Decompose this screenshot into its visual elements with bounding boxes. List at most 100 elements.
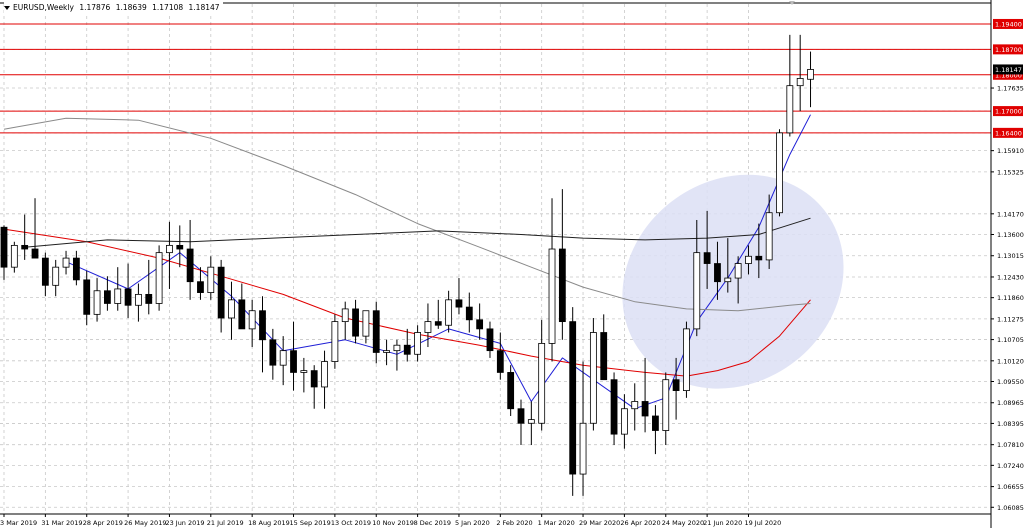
candle-body[interactable] [238,299,246,330]
dropdown-arrow-icon[interactable] [4,6,10,10]
candle-body[interactable] [279,350,287,366]
candle-body[interactable] [569,321,577,475]
candle-body[interactable] [465,306,473,321]
candle-body[interactable] [765,212,773,261]
candle-body[interactable] [755,255,763,261]
candle-body[interactable] [652,415,659,431]
candle-body[interactable] [155,252,163,304]
x-tick-label: 28 Apr 2019 [83,519,123,527]
candle-body[interactable] [135,293,142,306]
candle-body[interactable] [724,277,732,283]
candle-body[interactable] [548,248,556,344]
candle-body[interactable] [383,350,390,353]
candle-body[interactable] [10,244,18,268]
candle-body[interactable] [455,299,463,308]
candle-body[interactable] [52,266,60,286]
x-tick-label: 19 Jul 2020 [744,519,781,527]
level-label-box [993,44,1023,55]
candle-body[interactable] [579,422,587,475]
candle-body[interactable] [434,321,442,326]
level-label-box [993,18,1023,29]
candle-body[interactable] [197,281,204,293]
x-tick-label: 21 Jul 2019 [207,519,244,527]
candle-body[interactable] [0,226,8,268]
candle-body[interactable] [414,332,422,355]
y-tick-label: 1.12430 [997,273,1024,281]
candle-body[interactable] [217,266,225,319]
x-tick-label: 13 Oct 2019 [331,519,371,527]
candle-body[interactable] [486,328,494,352]
open-value: 1.17876 [79,3,111,12]
candle-body[interactable] [507,372,515,410]
candle-body[interactable] [176,244,184,250]
candle-body[interactable] [290,350,297,373]
candle-body[interactable] [145,293,153,304]
candle-body[interactable] [124,288,132,306]
y-tick-label: 1.15910 [997,147,1024,155]
candle-body[interactable] [300,370,308,373]
candle-body[interactable] [517,408,525,424]
candle-body[interactable] [424,321,432,333]
candle-body[interactable] [693,252,701,330]
candle-body[interactable] [807,69,814,80]
candle-body[interactable] [786,85,794,134]
y-tick-label: 1.13015 [997,252,1024,260]
y-tick-label: 1.07240 [997,462,1024,470]
candle-body[interactable] [734,263,742,279]
candle-body[interactable] [228,299,235,319]
candle-body[interactable] [393,344,401,352]
candle-body[interactable] [445,299,453,326]
candle-body[interactable] [248,310,256,330]
candle-body[interactable] [104,290,111,304]
candle-body[interactable] [621,408,628,435]
candle-body[interactable] [321,361,328,388]
candle-body[interactable] [527,419,535,424]
candle-body[interactable] [166,244,173,254]
candle-body[interactable] [331,321,339,362]
candle-body[interactable] [341,308,349,323]
candle-body[interactable] [714,263,721,283]
candle-body[interactable] [114,288,122,304]
candle-body[interactable] [21,244,29,250]
candle-body[interactable] [31,248,39,259]
x-tick-label: 21 Jun 2020 [703,519,742,527]
candle-body[interactable] [207,266,215,293]
candle-body[interactable] [641,401,649,417]
candle-body[interactable] [745,255,752,264]
candle-body[interactable] [631,401,639,410]
candle-body[interactable] [796,78,804,87]
candle-body[interactable] [41,257,49,286]
candle-body[interactable] [62,257,70,268]
candle-body[interactable] [362,310,370,337]
candle-body[interactable] [476,319,484,330]
y-tick-label: 1.11275 [997,315,1024,323]
candle-body[interactable] [352,308,359,337]
candle-body[interactable] [662,379,670,431]
candle-body[interactable] [683,328,690,391]
candle-body[interactable] [589,332,597,424]
candle-body[interactable] [259,310,266,341]
candle-body[interactable] [496,350,504,373]
level-label-box [993,127,1023,138]
candle-body[interactable] [403,344,411,355]
candle-body[interactable] [83,279,91,315]
candle-body[interactable] [538,342,546,424]
candle-body[interactable] [600,332,608,381]
candle-body[interactable] [310,370,318,388]
candle-body[interactable] [703,252,711,264]
y-tick-label: 1.09550 [997,378,1024,386]
candle-body[interactable] [269,339,277,366]
candle-body[interactable] [72,257,80,281]
candle-body[interactable] [558,248,566,323]
candle-body[interactable] [776,132,783,214]
candle-body[interactable] [672,379,680,391]
x-tick-label: 3 Mar 2019 [0,519,37,527]
candle-body[interactable] [186,248,194,283]
candle-body[interactable] [610,379,618,435]
x-tick-label: 26 Apr 2020 [620,519,660,527]
chart-shift-marker-icon[interactable] [789,1,795,5]
x-tick-label: 5 Jan 2020 [455,519,490,527]
candle-body[interactable] [372,310,380,353]
candle-body[interactable] [93,290,101,315]
